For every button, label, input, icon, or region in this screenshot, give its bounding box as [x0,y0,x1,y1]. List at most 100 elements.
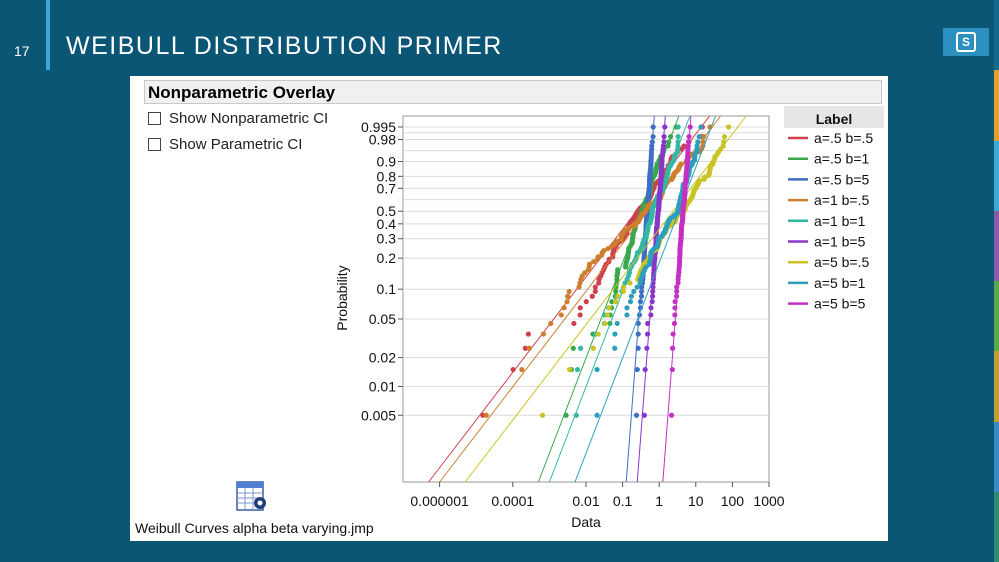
show-nonparametric-ci-checkbox[interactable] [148,112,161,125]
legend-item-label: a=.5 b=5 [814,171,869,187]
data-point [720,143,726,149]
show-parametric-ci-checkbox[interactable] [148,138,161,151]
data-point [650,284,656,290]
panel-title: Nonparametric Overlay [148,83,336,102]
side-stripe-segment [994,70,999,141]
show-nonparametric-ci-label: Show Nonparametric CI [169,110,329,127]
data-point [681,143,687,149]
data-point [675,143,681,149]
data-point [612,345,618,351]
data-point [510,366,516,373]
data-point [661,139,667,145]
panel-header[interactable]: Nonparametric Overlay [144,80,882,104]
data-point [687,124,693,130]
legend-item-label: a=5 b=.5 [814,254,869,270]
data-point [634,366,640,373]
legend-item-label: a=1 b=1 [814,213,866,229]
data-point [645,331,651,337]
data-point [668,134,674,140]
y-tick-label: 0.005 [361,407,396,423]
y-tick-label: 0.01 [369,378,396,394]
y-tick-label: 0.1 [377,281,397,297]
y-tick-label: 0.9 [377,153,397,169]
data-point [649,143,655,149]
data-point [670,345,676,351]
y-tick-label: 0.5 [377,203,397,219]
data-point [604,312,611,318]
data-point [675,134,681,140]
legend-item-label: a=.5 b=1 [814,151,869,167]
side-stripe-segment [994,210,999,281]
y-tick-label: 0.05 [369,311,396,327]
data-point [675,139,681,145]
data-point [606,305,612,311]
show-parametric-ci-option[interactable]: Show Parametric CI [148,136,302,153]
data-point [721,139,727,145]
y-tick-label: 0.7 [377,180,397,196]
data-point [574,366,581,373]
data-point [627,299,634,305]
data-point [649,139,655,145]
data-point [669,366,675,373]
data-point [635,331,641,337]
data-point [602,320,608,327]
data-point [627,280,633,286]
y-tick-label: 0.02 [369,350,396,366]
data-point [725,124,732,130]
data-point [650,134,656,140]
data-point [583,299,589,305]
thunderbird-icon: S [956,32,976,52]
x-axis-label: Data [571,514,601,530]
data-point [563,412,569,418]
data-point [561,305,567,311]
y-tick-label: 0.3 [377,231,397,247]
data-point [671,320,678,327]
data-point [591,259,597,265]
data-point [548,320,554,327]
y-axis-label: Probability [334,265,350,330]
data-point [612,299,619,305]
data-point [631,288,637,295]
data-point [594,366,600,373]
data-point [634,284,640,290]
data-point [564,299,570,305]
data-point [666,139,672,145]
legend-item-label: a=5 b=1 [814,275,866,291]
data-point [526,345,532,351]
data-point [614,238,620,244]
data-point [696,178,703,184]
data-point [577,312,583,318]
data-point [650,288,656,295]
side-stripe-segment [994,281,999,352]
sandia-logo: S [943,28,989,56]
jmp-table-file-icon[interactable] [234,478,270,514]
legend-item-label: a=1 b=5 [814,234,866,250]
data-point [621,284,627,290]
data-point [633,412,640,418]
x-tick-label: 1000 [753,493,784,509]
x-tick-label: 10 [688,493,704,509]
data-point [698,124,704,130]
data-point [648,312,654,318]
data-point [613,284,619,290]
file-label[interactable]: Weibull Curves alpha beta varying.jmp [135,520,374,536]
data-point [637,299,644,305]
legend-item-label: a=.5 b=.5 [814,130,873,146]
y-tick-label: 0.995 [361,119,396,135]
data-point [565,293,571,299]
data-point [635,320,641,327]
data-point [635,345,641,351]
side-stripe-segment [994,351,999,422]
legend-item-label: a=1 b=.5 [814,192,869,208]
data-point [483,412,489,418]
data-point [674,284,680,290]
x-tick-label: 0.000001 [410,493,469,509]
data-point [695,139,701,145]
data-point [648,305,654,311]
data-point [582,270,588,276]
data-point [522,345,529,351]
data-point [665,143,671,149]
data-point [650,124,656,130]
show-nonparametric-ci-option[interactable]: Show Nonparametric CI [148,110,328,127]
data-point [525,331,531,337]
